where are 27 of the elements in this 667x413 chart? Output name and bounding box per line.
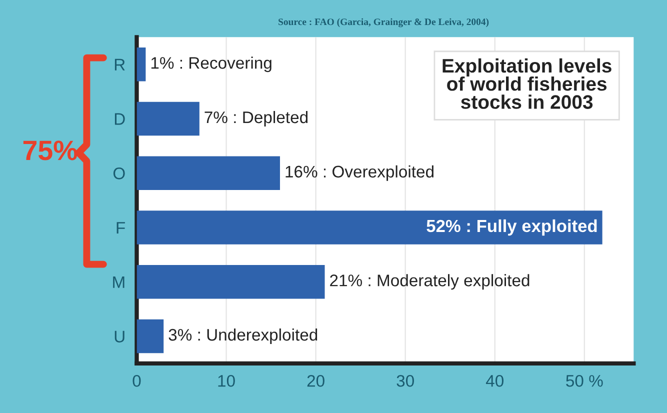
data-label: 3% : Underexploited bbox=[168, 328, 318, 344]
x-tick-label: 40 bbox=[486, 374, 504, 387]
y-tick-label: F bbox=[116, 222, 125, 234]
bar bbox=[136, 156, 280, 190]
y-tick-label: U bbox=[114, 330, 124, 342]
data-label: 1% : Recovering bbox=[151, 56, 272, 72]
x-tick-label: 20 bbox=[307, 374, 324, 387]
y-tick-label: D bbox=[114, 113, 125, 125]
x-tick-label: 0 bbox=[132, 374, 141, 387]
y-tick-label: R bbox=[114, 58, 125, 70]
data-label: 52% : Fully exploited bbox=[426, 219, 597, 236]
data-label: 16% : Overexploited bbox=[286, 165, 434, 181]
bar bbox=[136, 210, 602, 244]
y-tick-label: M bbox=[113, 276, 124, 288]
x-tick-label: 50 % bbox=[566, 374, 603, 387]
data-label: 7% : Depleted bbox=[204, 110, 308, 127]
text: 75% bbox=[23, 140, 78, 160]
bar bbox=[136, 102, 200, 136]
x-tick-label: 10 bbox=[218, 374, 235, 387]
bar bbox=[136, 48, 146, 82]
x-tick-label: 30 bbox=[396, 374, 414, 387]
text: Exploitation levels of world fisheries stocks in 2003 bbox=[442, 58, 612, 109]
source-note: Source : FAO (Garcia, Grainger & De Leiva, 2004) bbox=[278, 18, 489, 28]
y-tick-label: O bbox=[113, 168, 125, 180]
data-label: 21% : Moderately exploited bbox=[330, 274, 530, 290]
bar bbox=[136, 319, 164, 354]
bar bbox=[136, 265, 325, 299]
